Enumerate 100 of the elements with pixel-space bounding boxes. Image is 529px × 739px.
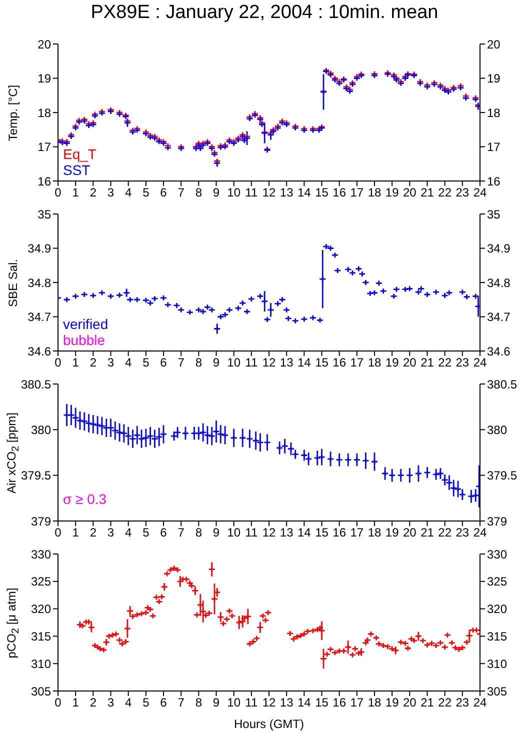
x-tick-label: 1	[72, 356, 80, 370]
x-tick-label: 11	[245, 526, 258, 540]
x-tick-label: 14	[297, 526, 312, 540]
x-tick-label: 15	[315, 526, 329, 540]
y-tick-label: 315	[30, 629, 52, 644]
x-tick-label: 24	[473, 356, 487, 370]
x-tick-label: 11	[245, 696, 258, 710]
x-tick-label: 5	[142, 526, 150, 540]
y2-tick-label: 330	[487, 547, 508, 562]
y2-tick-label: 19	[487, 72, 501, 86]
y-tick-label: 379.5	[20, 468, 52, 483]
y2-tick-label: 380	[487, 422, 508, 437]
y2-tick-label: 305	[487, 684, 508, 698]
y-tick-label: 34.8	[28, 276, 52, 290]
x-tick-label: 22	[438, 186, 452, 200]
x-tick-label: 15	[315, 186, 329, 200]
x-tick-label: 7	[178, 356, 185, 370]
x-tick-label: 1	[72, 186, 80, 200]
x-tick-label: 12	[262, 526, 276, 540]
x-tick-label: 2	[90, 186, 97, 200]
x-tick-label: 10	[227, 186, 241, 200]
x-tick-label: 15	[315, 696, 329, 710]
x-tick-label: 23	[456, 526, 470, 540]
series-label: Eq_T	[63, 146, 96, 162]
y-tick-label: 310	[30, 656, 52, 671]
y-tick-label: 34.7	[28, 310, 52, 324]
x-tick-label: 5	[142, 186, 150, 200]
y2-tick-label: 320	[487, 602, 508, 616]
series-label: SST	[63, 162, 92, 178]
x-tick-label: 16	[332, 526, 346, 540]
x-tick-label: 19	[385, 356, 400, 370]
y-tick-label: 380	[30, 422, 52, 437]
x-tick-label: 16	[332, 186, 346, 200]
x-tick-label: 24	[473, 526, 487, 540]
y2-tick-label: 380.5	[487, 377, 518, 392]
y-tick-label: 19	[38, 72, 52, 86]
x-tick-label: 7	[178, 526, 185, 540]
y2-tick-label: 34.8	[487, 276, 511, 290]
x-tick-label: 5	[142, 696, 150, 710]
y2-tick-label: 310	[487, 656, 508, 671]
chart-title: PX89E : January 22, 2004 : 10min. mean	[90, 2, 440, 24]
y-tick-label: 16	[38, 174, 52, 188]
x-tick-label: 19	[385, 526, 400, 540]
x-tick-label: 0	[54, 356, 62, 370]
x-tick-label: 6	[160, 526, 168, 540]
x-tick-label: 2	[90, 696, 97, 710]
x-tick-label: 2	[90, 526, 97, 540]
x-tick-label: 14	[297, 356, 312, 370]
x-tick-label: 13	[280, 696, 294, 710]
x-tick-label: 5	[142, 356, 150, 370]
x-tick-label: 23	[456, 696, 470, 710]
x-tick-label: 24	[473, 696, 487, 710]
x-tick-label: 10	[227, 526, 241, 540]
x-tick-label: 7	[178, 186, 185, 200]
y-tick-label: 18	[38, 106, 52, 120]
x-tick-label: 1	[72, 526, 80, 540]
x-tick-label: 8	[195, 356, 202, 370]
y-tick-label: 35	[38, 207, 52, 222]
y-tick-label: 325	[30, 574, 52, 589]
y-axis-title: Temp. [°C]	[6, 84, 20, 141]
x-tick-label: 3	[107, 696, 114, 710]
y2-tick-label: 16	[487, 174, 501, 188]
y-tick-label: 34.9	[28, 242, 52, 256]
y-tick-label: 380.5	[20, 377, 52, 392]
x-tick-label: 13	[280, 186, 294, 200]
x-tick-label: 21	[420, 356, 434, 370]
x-tick-label: 17	[350, 526, 364, 540]
x-tick-label: 23	[456, 186, 470, 200]
x-tick-label: 12	[262, 356, 276, 370]
y-tick-label: 320	[30, 602, 52, 616]
x-tick-label: 17	[350, 356, 364, 370]
x-tick-label: 4	[124, 186, 132, 200]
x-tick-label: 21	[420, 186, 434, 200]
y2-tick-label: 20	[487, 37, 501, 52]
y-tick-label: 305	[30, 684, 52, 698]
y-tick-label: 330	[30, 547, 52, 562]
y2-tick-label: 379	[487, 514, 508, 528]
x-tick-label: 18	[368, 696, 382, 710]
x-tick-label: 6	[160, 696, 168, 710]
x-axis-title: Hours (GMT)	[234, 717, 304, 731]
x-tick-label: 2	[90, 356, 97, 370]
x-tick-label: 7	[178, 696, 185, 710]
x-tick-label: 13	[280, 356, 294, 370]
x-tick-label: 1	[72, 696, 80, 710]
x-tick-label: 21	[420, 526, 434, 540]
y2-tick-label: 379.5	[487, 468, 518, 483]
x-tick-label: 12	[262, 696, 276, 710]
y2-tick-label: 17	[487, 140, 501, 154]
x-tick-label: 10	[227, 696, 241, 710]
x-tick-label: 4	[124, 356, 132, 370]
x-tick-label: 15	[315, 356, 329, 370]
y2-tick-label: 315	[487, 629, 508, 644]
legend-label: bubble	[63, 332, 106, 348]
x-tick-label: 6	[160, 356, 168, 370]
series-label: verified	[63, 316, 108, 332]
x-tick-label: 9	[212, 186, 220, 200]
x-tick-label: 23	[456, 356, 470, 370]
x-tick-label: 20	[402, 356, 417, 370]
x-tick-label: 17	[350, 186, 364, 200]
x-tick-label: 18	[368, 356, 382, 370]
